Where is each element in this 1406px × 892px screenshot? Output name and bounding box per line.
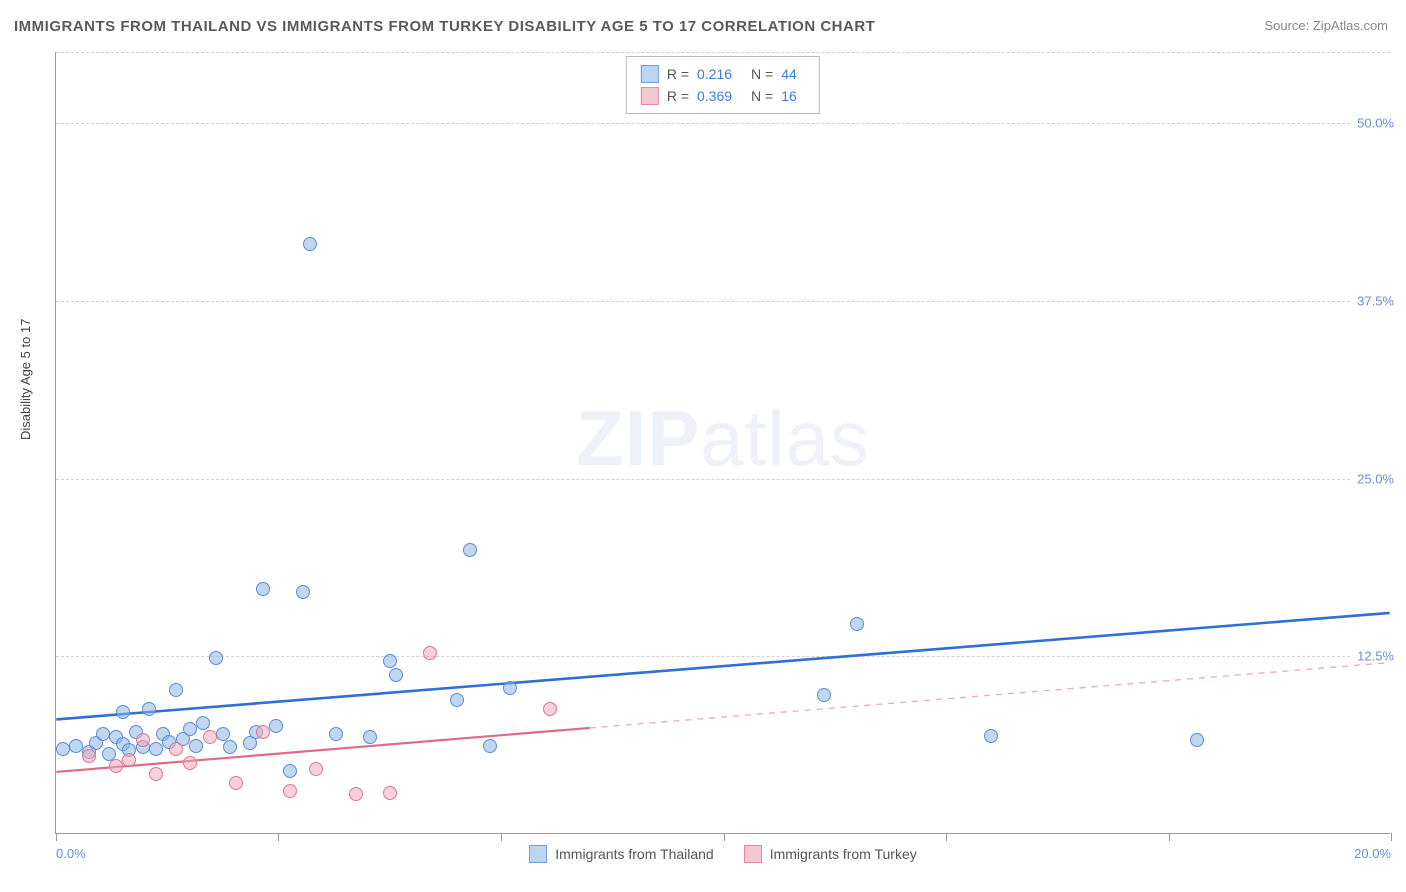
legend-stats-row-1: R = 0.216 N = 44 <box>641 63 805 85</box>
x-tick <box>501 833 502 841</box>
scatter-point <box>389 668 403 682</box>
legend-r-value: 0.369 <box>697 85 743 107</box>
legend-swatch-turkey <box>744 845 762 863</box>
x-tick <box>946 833 947 841</box>
legend-stats-row-2: R = 0.369 N = 16 <box>641 85 805 107</box>
x-tick <box>1169 833 1170 841</box>
scatter-point <box>209 651 223 665</box>
scatter-point <box>363 730 377 744</box>
x-tick-label: 20.0% <box>1354 846 1391 861</box>
scatter-point <box>142 702 156 716</box>
scatter-point <box>503 681 517 695</box>
scatter-point <box>183 756 197 770</box>
scatter-point <box>56 742 70 756</box>
scatter-point <box>463 543 477 557</box>
gridline <box>56 479 1390 480</box>
scatter-point <box>183 722 197 736</box>
scatter-point <box>256 725 270 739</box>
watermark-bold: ZIP <box>576 393 700 481</box>
regression-lines <box>56 52 1390 833</box>
legend-r-label: R = <box>667 85 689 107</box>
legend-item-turkey: Immigrants from Turkey <box>744 845 917 863</box>
gridline <box>56 52 1390 53</box>
legend-swatch-turkey <box>641 87 659 105</box>
scatter-point <box>850 617 864 631</box>
legend-n-label: N = <box>751 85 773 107</box>
legend-n-value: 44 <box>781 63 805 85</box>
scatter-point <box>109 759 123 773</box>
scatter-point <box>149 742 163 756</box>
gridline <box>56 656 1390 657</box>
scatter-point <box>149 767 163 781</box>
scatter-point <box>203 730 217 744</box>
scatter-point <box>69 739 83 753</box>
legend-stats-box: R = 0.216 N = 44 R = 0.369 N = 16 <box>626 56 820 114</box>
scatter-point <box>169 742 183 756</box>
scatter-point <box>349 787 363 801</box>
scatter-point <box>450 693 464 707</box>
x-tick <box>56 833 57 841</box>
scatter-point <box>283 764 297 778</box>
scatter-point <box>984 729 998 743</box>
legend-swatch-thailand <box>641 65 659 83</box>
chart-title: IMMIGRANTS FROM THAILAND VS IMMIGRANTS F… <box>14 18 875 35</box>
scatter-point <box>116 705 130 719</box>
scatter-point <box>256 582 270 596</box>
scatter-point <box>229 776 243 790</box>
scatter-point <box>283 784 297 798</box>
y-axis-title: Disability Age 5 to 17 <box>18 319 33 440</box>
x-tick <box>724 833 725 841</box>
scatter-point <box>122 753 136 767</box>
y-tick-label: 50.0% <box>1351 116 1394 131</box>
y-tick-label: 37.5% <box>1351 293 1394 308</box>
legend-r-label: R = <box>667 63 689 85</box>
scatter-point <box>543 702 557 716</box>
legend-label: Immigrants from Turkey <box>770 846 917 862</box>
scatter-point <box>82 749 96 763</box>
scatter-point <box>383 786 397 800</box>
scatter-point <box>1190 733 1204 747</box>
legend-item-thailand: Immigrants from Thailand <box>529 845 713 863</box>
scatter-point <box>817 688 831 702</box>
x-tick <box>1391 833 1392 841</box>
x-tick <box>278 833 279 841</box>
scatter-point <box>136 733 150 747</box>
source-attribution: Source: ZipAtlas.com <box>1264 18 1388 33</box>
scatter-point <box>96 727 110 741</box>
y-tick-label: 25.0% <box>1351 471 1394 486</box>
regression-line <box>590 663 1390 728</box>
gridline <box>56 123 1390 124</box>
scatter-point <box>383 654 397 668</box>
scatter-point <box>483 739 497 753</box>
watermark-rest: atlas <box>700 393 870 481</box>
scatter-point <box>189 739 203 753</box>
scatter-point <box>296 585 310 599</box>
legend-n-value: 16 <box>781 85 805 107</box>
plot-area: ZIPatlas 12.5%25.0%37.5%50.0% 0.0%20.0% … <box>55 52 1390 834</box>
legend-swatch-thailand <box>529 845 547 863</box>
legend-label: Immigrants from Thailand <box>555 846 713 862</box>
regression-line <box>56 613 1389 720</box>
scatter-point <box>269 719 283 733</box>
legend-r-value: 0.216 <box>697 63 743 85</box>
y-tick-label: 12.5% <box>1351 649 1394 664</box>
scatter-point <box>309 762 323 776</box>
scatter-point <box>303 237 317 251</box>
legend-n-label: N = <box>751 63 773 85</box>
legend-series: Immigrants from Thailand Immigrants from… <box>56 845 1390 863</box>
x-tick-label: 0.0% <box>56 846 86 861</box>
scatter-point <box>223 740 237 754</box>
watermark: ZIPatlas <box>576 392 870 483</box>
scatter-point <box>169 683 183 697</box>
scatter-point <box>329 727 343 741</box>
gridline <box>56 301 1390 302</box>
scatter-point <box>196 716 210 730</box>
scatter-point <box>423 646 437 660</box>
